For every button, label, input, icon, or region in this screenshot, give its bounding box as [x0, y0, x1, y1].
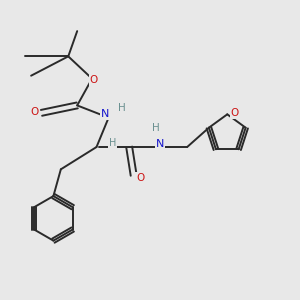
Text: H: H: [109, 138, 116, 148]
Text: H: H: [152, 123, 160, 133]
Text: H: H: [118, 103, 126, 113]
Text: N: N: [101, 109, 110, 119]
Text: O: O: [136, 172, 144, 183]
Text: O: O: [231, 108, 239, 118]
Text: O: O: [89, 75, 98, 85]
Text: O: O: [30, 107, 38, 117]
Text: N: N: [156, 139, 165, 149]
